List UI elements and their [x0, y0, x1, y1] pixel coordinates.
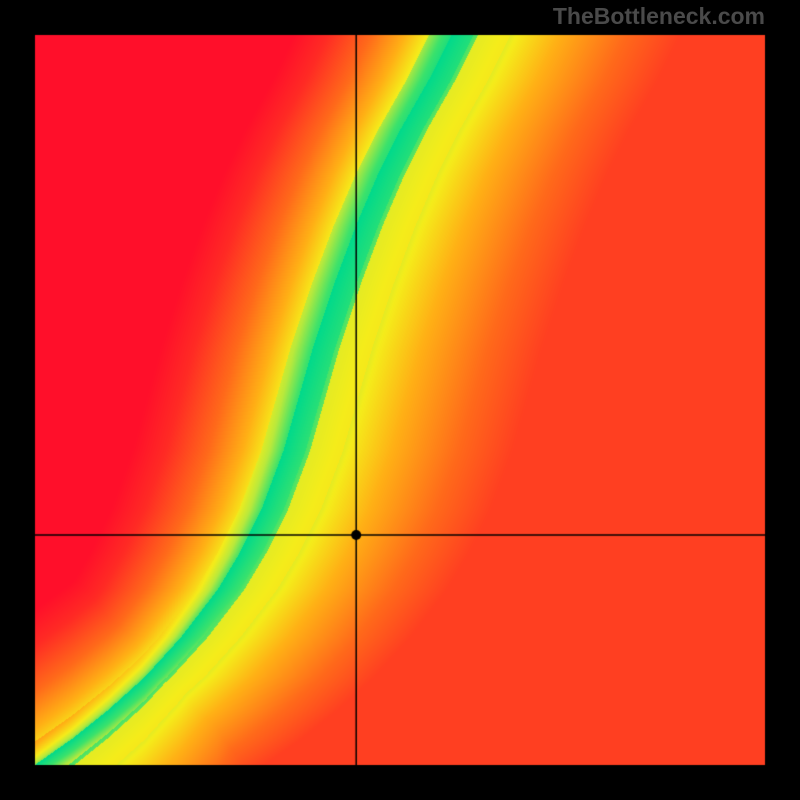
heatmap-canvas [0, 0, 800, 800]
chart-container: TheBottleneck.com [0, 0, 800, 800]
